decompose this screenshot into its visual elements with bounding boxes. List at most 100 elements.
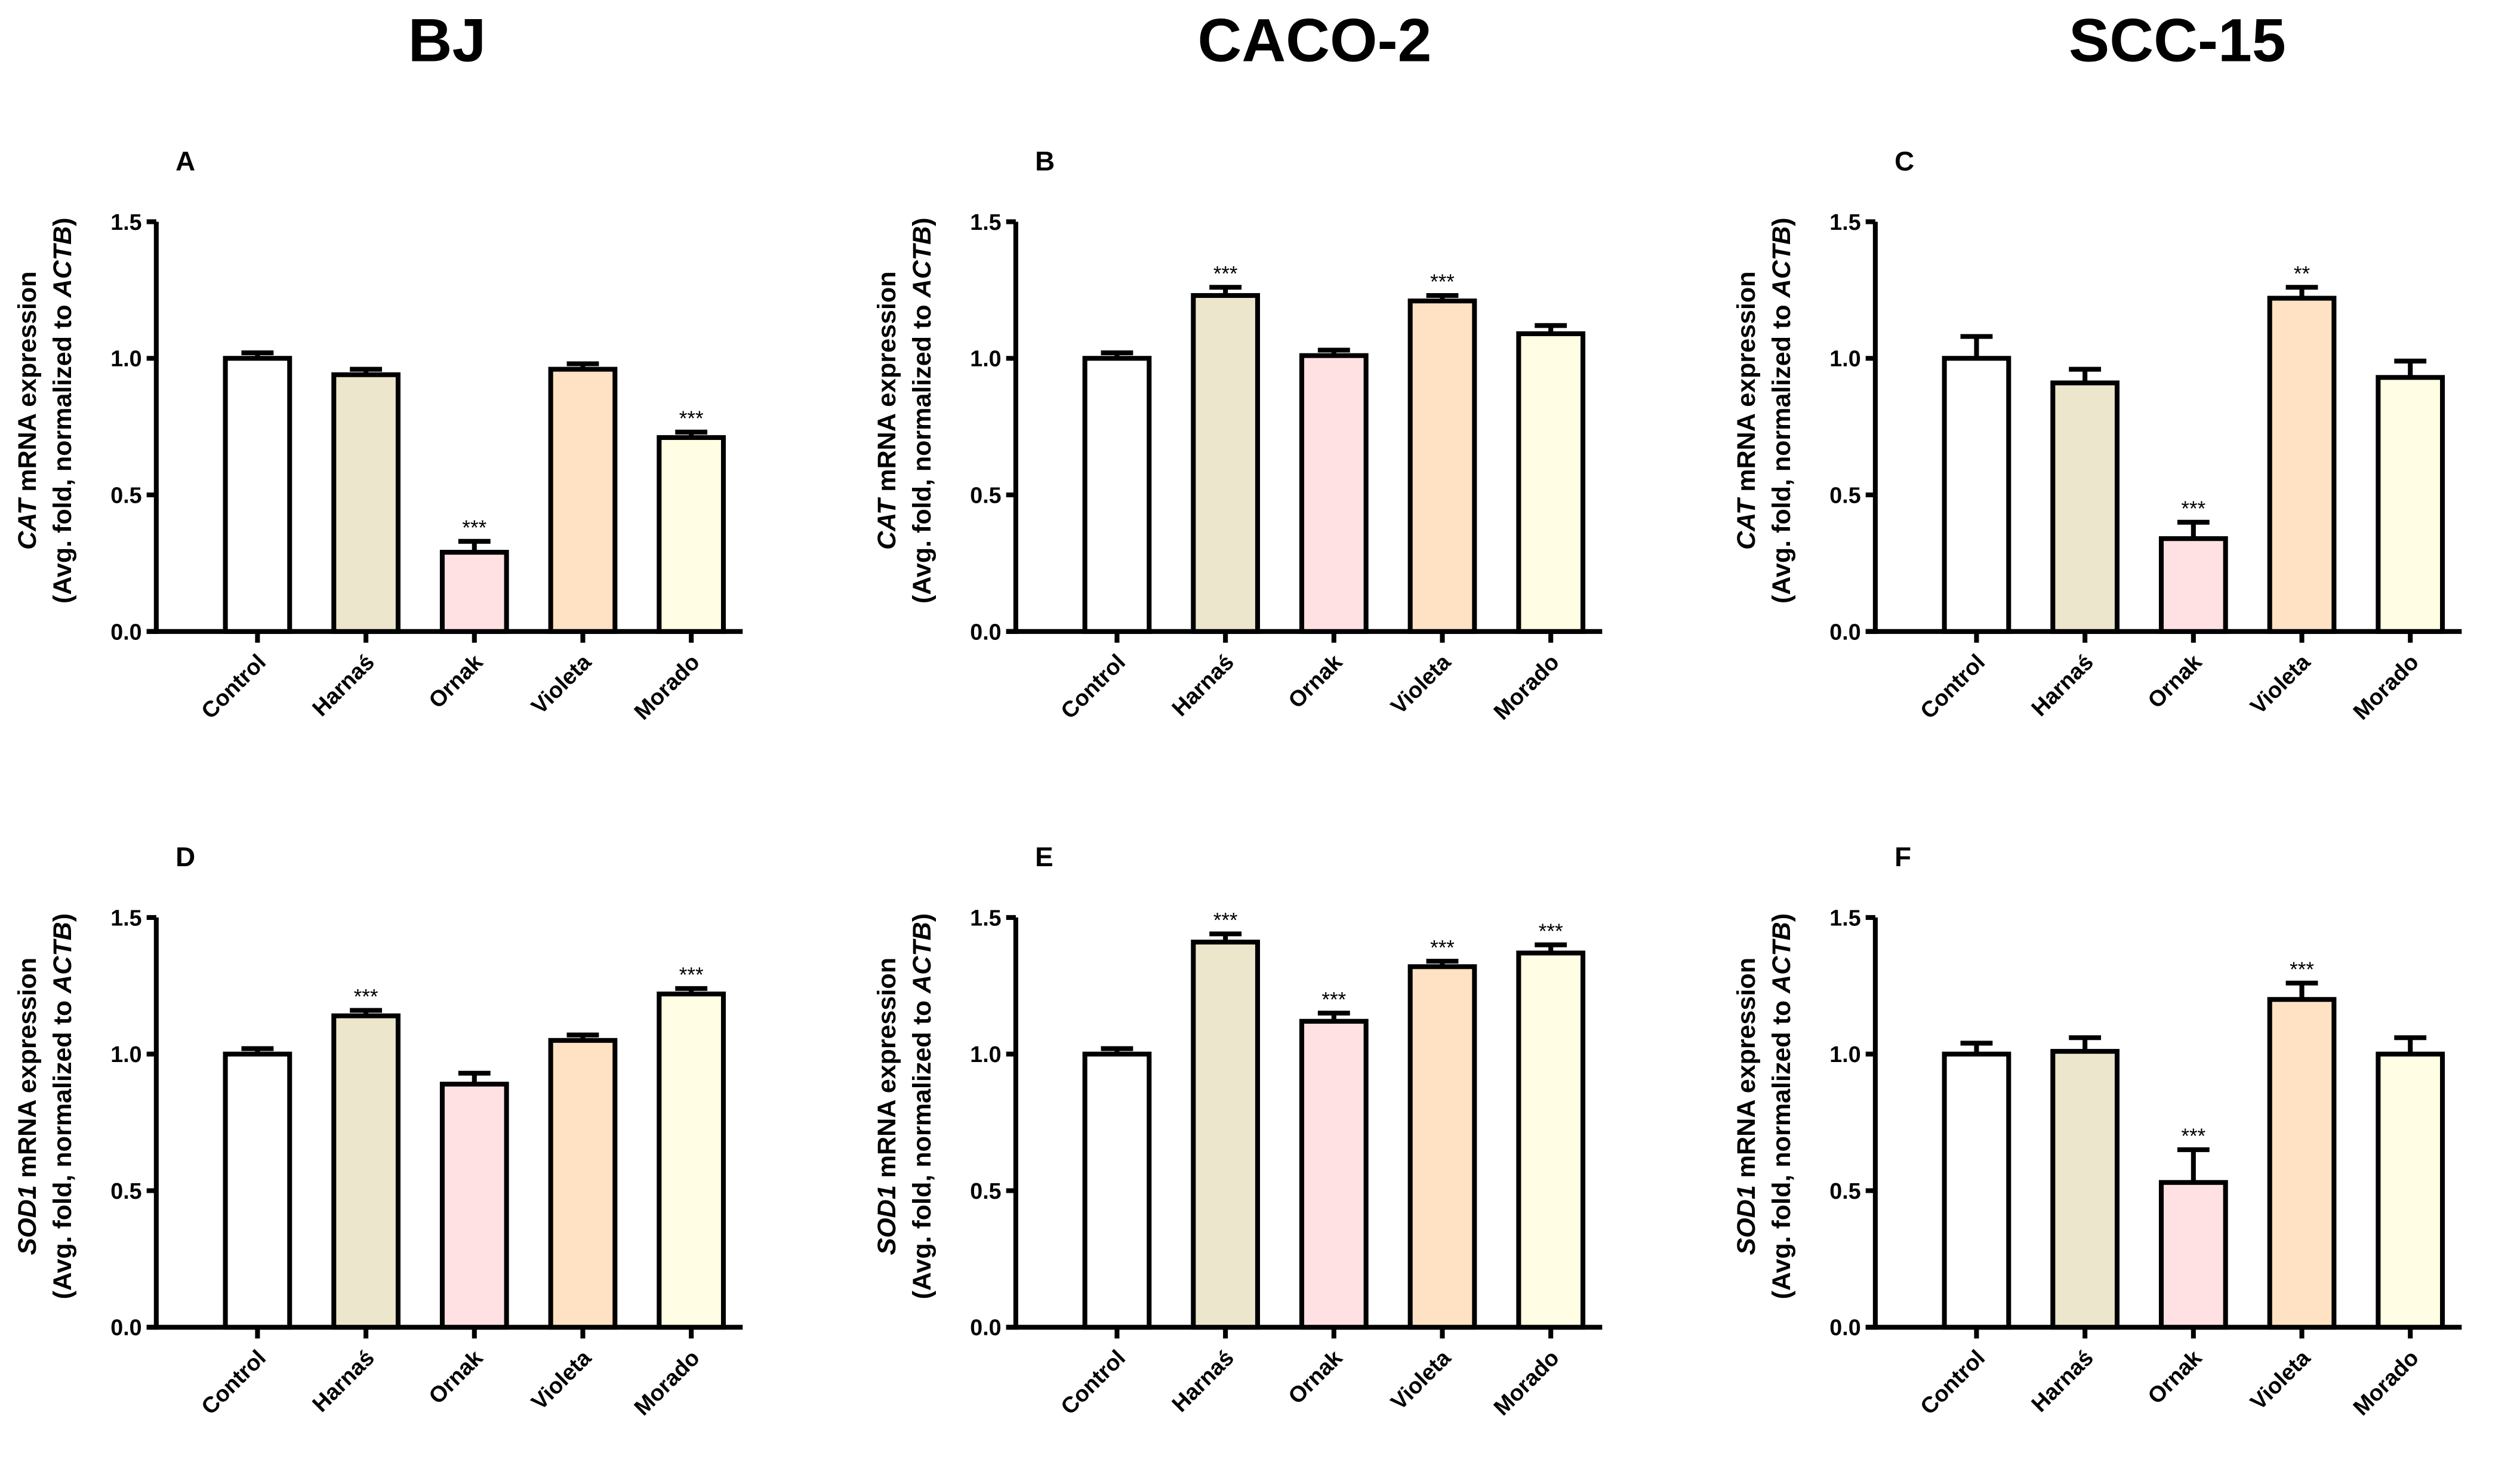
y-label-close: ): [48, 217, 77, 226]
bar-harnas: [1191, 940, 1260, 1330]
panel-c: C CAT mRNA expression (Avg. fold, normaliz…: [1732, 146, 2462, 724]
x-tick-label: Ornak: [1283, 650, 1347, 713]
x-tick-label: Harnaś: [307, 1345, 379, 1417]
bar-harnas: [2050, 1049, 2120, 1330]
y-axis-label: SOD1 mRNA expression (Avg. fold, normaliz…: [13, 913, 77, 1299]
y-tick-label: 1.5: [970, 210, 1001, 235]
y-tick-label: 1.0: [1829, 1042, 1860, 1067]
significance-label: ***: [2181, 1125, 2205, 1148]
bar-ornak: [439, 550, 509, 634]
y-tick-label: 1.0: [970, 346, 1001, 371]
panel-a: A CAT mRNA expression (Avg. fold, normaliz…: [13, 146, 743, 724]
x-tick-label: Ornak: [2143, 1345, 2207, 1409]
panel-label: B: [1035, 146, 1055, 176]
y-label-text: mRNA expression: [873, 958, 901, 1185]
y-tick-label: 1.0: [110, 346, 141, 371]
bar-ornak: [2158, 536, 2228, 634]
significance-label: ***: [1321, 988, 1346, 1011]
x-tick-label: Control: [1915, 650, 1989, 724]
bar-violeta: [548, 1038, 618, 1330]
y-tick-label: 1.0: [1829, 346, 1860, 371]
x-tick-label: Harnaś: [307, 650, 379, 721]
y-tick-label: 1.5: [1829, 905, 1860, 930]
bar-morado: [1516, 950, 1586, 1330]
panel-label: A: [175, 146, 195, 176]
x-tick-label: Control: [1056, 1345, 1130, 1419]
y-label-text: mRNA expression: [13, 271, 42, 498]
y-tick-label: 1.5: [1829, 210, 1860, 235]
x-tick-label: Morado: [2348, 1345, 2423, 1420]
y-tick-label: 1.5: [110, 905, 141, 930]
x-tick-label: Ornak: [1283, 1345, 1347, 1409]
bar-violeta: [1407, 298, 1477, 634]
bar-violeta: [2267, 997, 2337, 1330]
x-tick-label: Violeta: [1386, 1344, 1456, 1414]
column-title-scc15: SCC-15: [2069, 5, 2286, 74]
column-title-caco2: CACO-2: [1197, 5, 1431, 74]
significance-label: ***: [354, 986, 378, 1009]
x-tick-label: Harnaś: [1167, 1345, 1239, 1417]
y-label-ref-gene: ACTB: [48, 226, 77, 298]
y-tick-label: 0.0: [110, 1315, 141, 1340]
y-label-close: ): [48, 913, 77, 922]
y-label-gene: SOD1: [873, 1185, 901, 1255]
y-label-norm: (Avg. fold, normalized to: [48, 993, 77, 1300]
panel-label: D: [175, 842, 195, 872]
x-tick-label: Control: [1056, 650, 1130, 724]
bar-violeta: [1407, 964, 1477, 1330]
bar-harnas: [331, 1013, 401, 1330]
significance-label: ***: [679, 964, 704, 987]
bar-control: [1082, 356, 1152, 634]
x-tick-label: Morado: [1489, 1345, 1564, 1420]
y-label-text: mRNA expression: [1732, 958, 1761, 1185]
y-axis-label: CAT mRNA expression (Avg. fold, normalize…: [13, 217, 77, 603]
y-tick-label: 0.0: [970, 1315, 1001, 1340]
y-tick-label: 1.5: [110, 210, 141, 235]
x-tick-label: Control: [1915, 1345, 1989, 1419]
y-tick-label: 0.0: [970, 619, 1001, 644]
bar-ornak: [439, 1082, 509, 1330]
x-tick-label: Harnaś: [2026, 650, 2098, 721]
x-tick-label: Violeta: [526, 649, 596, 719]
bar-ornak: [1299, 353, 1369, 634]
y-tick-label: 0.5: [1829, 1178, 1860, 1203]
y-label-norm: (Avg. fold, normalized to: [1767, 297, 1796, 604]
y-label-norm: (Avg. fold, normalized to: [908, 297, 936, 604]
y-tick-label: 1.0: [110, 1042, 141, 1067]
y-label-gene: SOD1: [13, 1185, 42, 1255]
significance-label: ***: [679, 407, 704, 430]
bar-control: [223, 356, 292, 634]
y-label-gene: CAT: [1732, 497, 1761, 550]
panel-label: F: [1894, 842, 1911, 872]
y-tick-label: 0.5: [110, 482, 141, 507]
bar-ornak: [1299, 1018, 1369, 1330]
significance-label: ***: [1430, 936, 1455, 959]
panel-e: E SOD1 mRNA expression (Avg. fold, normali…: [873, 842, 1603, 1420]
bar-control: [1942, 1051, 2011, 1330]
y-axis-label: SOD1 mRNA expression (Avg. fold, normaliz…: [1732, 913, 1796, 1299]
significance-label: ***: [462, 516, 486, 540]
x-tick-label: Morado: [2348, 650, 2423, 725]
bar-morado: [657, 992, 726, 1330]
y-tick-label: 0.5: [110, 1178, 141, 1203]
y-tick-label: 0.0: [110, 619, 141, 644]
y-axis-label: CAT mRNA expression (Avg. fold, normalize…: [1732, 217, 1796, 603]
bar-ornak: [2158, 1180, 2228, 1330]
y-label-ref-gene: ACTB: [908, 226, 936, 298]
x-tick-label: Morado: [629, 650, 704, 725]
significance-label: ***: [1213, 262, 1238, 285]
y-label-close: ): [1767, 217, 1796, 226]
y-label-ref-gene: ACTB: [1767, 922, 1796, 994]
y-label-norm: (Avg. fold, normalized to: [908, 993, 936, 1300]
y-label-close: ): [908, 217, 936, 226]
x-tick-label: Morado: [1489, 650, 1564, 725]
bar-harnas: [331, 372, 401, 634]
x-tick-label: Control: [196, 650, 270, 724]
y-label-gene: SOD1: [1732, 1185, 1761, 1255]
x-tick-label: Ornak: [424, 650, 488, 713]
panel-label: E: [1035, 842, 1053, 872]
x-tick-label: Violeta: [526, 1344, 596, 1414]
y-label-norm: (Avg. fold, normalized to: [1767, 993, 1796, 1300]
y-label-norm: (Avg. fold, normalized to: [48, 297, 77, 604]
significance-label: ***: [1213, 909, 1238, 932]
